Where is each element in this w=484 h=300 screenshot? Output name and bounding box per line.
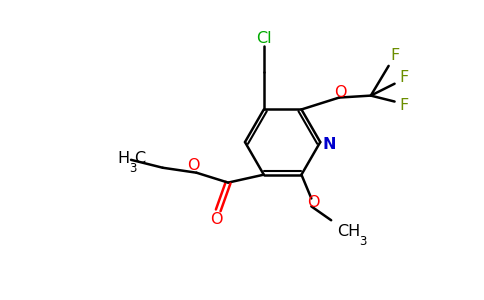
Text: 3: 3 [359, 235, 366, 248]
Text: C: C [134, 151, 145, 166]
Text: Cl: Cl [256, 31, 272, 46]
Text: F: F [400, 98, 409, 113]
Text: O: O [307, 195, 319, 210]
Text: F: F [390, 49, 399, 64]
Text: CH: CH [337, 224, 361, 239]
Text: O: O [334, 85, 347, 100]
Text: N: N [322, 136, 336, 152]
Text: O: O [210, 212, 223, 227]
Text: 3: 3 [129, 162, 136, 175]
Text: O: O [187, 158, 200, 173]
Text: H: H [117, 151, 129, 166]
Text: F: F [400, 70, 409, 85]
